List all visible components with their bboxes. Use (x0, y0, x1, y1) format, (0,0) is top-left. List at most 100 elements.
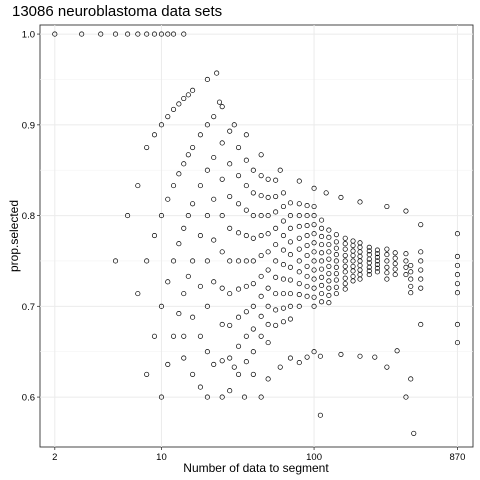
data-point (403, 251, 409, 257)
data-point (323, 190, 329, 196)
data-points (52, 31, 461, 436)
data-point (227, 128, 233, 134)
data-point (265, 231, 271, 237)
data-point (287, 239, 293, 245)
data-point (219, 104, 225, 110)
data-point (366, 264, 372, 270)
data-point (219, 140, 225, 146)
data-point (165, 114, 171, 120)
data-point (197, 183, 203, 189)
data-point (338, 194, 344, 200)
data-point (258, 213, 264, 219)
data-point (311, 303, 317, 309)
data-point (418, 258, 424, 264)
data-point (219, 176, 225, 182)
data-point (342, 263, 348, 269)
data-point (296, 178, 302, 184)
data-point (181, 31, 187, 37)
data-point (211, 237, 217, 243)
data-point (181, 225, 187, 231)
data-point (236, 371, 242, 377)
data-point (311, 249, 317, 255)
data-point (273, 177, 279, 183)
data-point (326, 234, 332, 240)
data-point (135, 31, 141, 37)
data-point (250, 167, 256, 173)
data-point (326, 249, 332, 255)
data-point (342, 286, 348, 292)
grid-lines (40, 25, 473, 447)
data-point (265, 176, 271, 182)
data-point (144, 144, 150, 151)
data-point (317, 353, 323, 359)
data-point (211, 196, 217, 202)
data-point (311, 240, 317, 246)
data-point (227, 388, 233, 394)
data-point (311, 231, 317, 237)
data-point (273, 225, 279, 231)
data-point (454, 321, 461, 328)
data-point (342, 235, 348, 241)
data-point (190, 87, 196, 93)
data-point (211, 361, 217, 367)
data-point (273, 258, 279, 264)
plot-panel (39, 24, 474, 448)
data-point (319, 250, 325, 256)
data-point (265, 340, 271, 346)
data-point (204, 76, 210, 83)
data-point (79, 31, 85, 37)
data-point (296, 201, 302, 207)
data-point (333, 245, 339, 251)
data-point (311, 213, 317, 219)
data-point (403, 272, 409, 278)
data-point (418, 267, 424, 273)
data-point (418, 222, 424, 228)
data-point (250, 235, 256, 241)
data-point (350, 242, 356, 249)
data-point (326, 278, 332, 284)
data-point (384, 203, 390, 210)
data-point (296, 258, 302, 264)
data-point (403, 258, 409, 264)
data-point (342, 252, 348, 259)
data-point (311, 294, 317, 300)
data-point (236, 286, 242, 292)
data-point (280, 305, 287, 311)
data-point (287, 291, 293, 297)
y-axis-title: prop.selected (7, 200, 21, 272)
data-point (197, 384, 203, 390)
data-point (333, 291, 339, 297)
data-point (227, 161, 233, 167)
data-point (311, 349, 317, 355)
data-point (304, 213, 310, 219)
data-point (165, 361, 171, 367)
data-point (304, 273, 310, 279)
data-point (197, 283, 203, 289)
data-point (350, 252, 356, 259)
x-tick-label: 2 (52, 452, 57, 463)
data-point (265, 376, 271, 382)
data-point (219, 394, 225, 400)
data-point (158, 303, 165, 309)
data-point (304, 203, 310, 209)
data-point (204, 394, 210, 400)
data-point (170, 258, 177, 264)
data-point (176, 101, 182, 107)
data-point (374, 247, 380, 253)
data-point (287, 355, 293, 361)
data-point (280, 233, 287, 239)
data-point (357, 353, 363, 359)
data-point (280, 319, 287, 325)
data-point (342, 281, 348, 287)
data-point (204, 167, 210, 173)
data-point (231, 122, 237, 128)
data-point (374, 251, 380, 257)
data-point (236, 343, 242, 349)
data-point (250, 213, 256, 219)
data-point (384, 246, 390, 252)
data-point (326, 300, 332, 306)
data-point (158, 122, 165, 128)
data-point (333, 271, 339, 277)
data-point (287, 303, 293, 309)
data-point (258, 293, 264, 299)
